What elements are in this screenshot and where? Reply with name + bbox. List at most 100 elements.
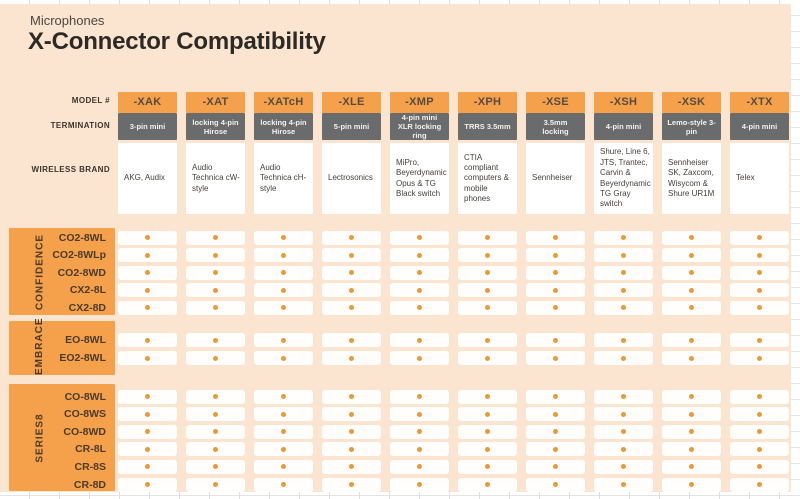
compat-cell-cr-8d-xse xyxy=(526,477,585,492)
compatibility-dot-icon xyxy=(553,252,558,258)
compat-cell-co2-8wd-xmp xyxy=(390,265,449,280)
compatibility-dot-icon xyxy=(689,270,694,275)
compatibility-dot-icon xyxy=(689,337,694,343)
compat-cell-co2-8wl-xsk xyxy=(662,230,721,245)
compatibility-dot-icon xyxy=(689,287,694,293)
compatibility-dot-icon xyxy=(417,429,422,435)
termination-cell-xtx: 4-pin mini xyxy=(730,113,789,140)
termination-cell-xph: TRRS 3.5mm xyxy=(458,113,517,140)
compatibility-dot-icon xyxy=(689,411,694,417)
compatibility-dot-icon xyxy=(553,337,558,343)
compat-cell-cr-8l-xsk xyxy=(662,442,721,457)
compat-cell-cx2-8l-xak xyxy=(118,283,177,297)
compatibility-dot-icon xyxy=(417,394,422,399)
compat-cell-cr-8d-xsh xyxy=(594,477,653,492)
compatibility-dot-icon xyxy=(281,235,286,240)
compatibility-dot-icon xyxy=(689,429,694,435)
compatibility-dot-icon xyxy=(621,411,626,417)
compat-cell-cx2-8d-xph xyxy=(458,300,517,315)
compat-cell-co2-8wlp-xph xyxy=(458,248,517,262)
compat-cell-cr-8s-xsh xyxy=(594,459,653,474)
compatibility-dot-icon xyxy=(417,446,422,452)
brand-cell-xatch: Audio Technica cH-style xyxy=(254,143,313,214)
compat-cell-cr-8s-xmp xyxy=(390,459,449,474)
compat-cell-co-8wd-xph xyxy=(458,424,517,439)
compatibility-dot-icon xyxy=(349,355,354,361)
compatibility-dot-icon xyxy=(145,305,150,310)
compat-cell-cx2-8l-xsk xyxy=(662,283,721,297)
compatibility-dot-icon xyxy=(485,394,490,399)
compatibility-dot-icon xyxy=(145,464,150,470)
termination-cell-xatch: locking 4-pin Hirose xyxy=(254,113,313,140)
compatibility-dot-icon xyxy=(281,429,286,435)
compat-cell-eo-8wl-xatch xyxy=(254,333,313,347)
brand-cell-xak: AKG, Audix xyxy=(118,143,177,214)
compat-cell-co-8ws-xle xyxy=(322,407,381,422)
compatibility-dot-icon xyxy=(281,446,286,452)
compatibility-dot-icon xyxy=(553,429,558,435)
compatibility-dot-icon xyxy=(689,464,694,470)
brand-cell-xat: Audio Technica cW-style xyxy=(186,143,245,214)
compat-cell-co2-8wd-xsk xyxy=(662,265,721,280)
compat-cell-co2-8wd-xak xyxy=(118,265,177,280)
compat-cell-eo2-8wl-xak xyxy=(118,351,177,365)
termination-cell-xmp: 4-pin mini XLR locking ring xyxy=(390,113,449,140)
compatibility-dot-icon xyxy=(553,482,558,487)
brand-row-label: WIRELESS BRAND xyxy=(31,165,110,174)
compat-cell-cr-8l-xmp xyxy=(390,442,449,457)
brand-cell-xle: Lectrosonics xyxy=(322,143,381,214)
row-label-co-8wl: CO-8WL xyxy=(64,390,106,403)
compat-cell-eo2-8wl-xmp xyxy=(390,351,449,365)
brand-cell-xph: CTIA compliant computers & mobile phones xyxy=(458,143,517,214)
compat-cell-co-8wd-xat xyxy=(186,424,245,439)
compatibility-dot-icon xyxy=(213,411,218,417)
compat-cell-cx2-8d-xse xyxy=(526,300,585,315)
compatibility-dot-icon xyxy=(349,482,354,487)
row-label-eo2-8wl: EO2-8WL xyxy=(59,352,106,364)
compat-cell-eo-8wl-xtx xyxy=(730,333,789,347)
compatibility-dot-icon xyxy=(553,411,558,417)
compatibility-dot-icon xyxy=(145,482,150,487)
compatibility-dot-icon xyxy=(621,446,626,452)
compat-cell-cx2-8l-xtx xyxy=(730,283,789,297)
compat-cell-co-8ws-xatch xyxy=(254,407,313,422)
compat-cell-cr-8s-xph xyxy=(458,459,517,474)
row-label-co2-8wlp: CO2-8WLp xyxy=(52,249,106,261)
compat-cell-co2-8wlp-xmp xyxy=(390,248,449,262)
compat-cell-cx2-8d-xak xyxy=(118,300,177,315)
compatibility-dot-icon xyxy=(553,355,558,361)
compat-cell-cr-8l-xak xyxy=(118,442,177,457)
compat-cell-co2-8wd-xle xyxy=(322,265,381,280)
compat-cell-co-8wl-xak xyxy=(118,389,177,404)
compatibility-dot-icon xyxy=(213,305,218,310)
row-label-cr-8s: CR-8S xyxy=(74,460,106,473)
compatibility-dot-icon xyxy=(145,411,150,417)
compat-cell-eo-8wl-xsh xyxy=(594,333,653,347)
compat-cell-co-8ws-xat xyxy=(186,407,245,422)
compat-cell-cr-8s-xse xyxy=(526,459,585,474)
compatibility-dot-icon xyxy=(689,235,694,240)
compatibility-dot-icon xyxy=(485,235,490,240)
compatibility-dot-icon xyxy=(621,429,626,435)
compatibility-dot-icon xyxy=(621,464,626,470)
compat-cell-eo2-8wl-xatch xyxy=(254,351,313,365)
compat-cell-co2-8wd-xph xyxy=(458,265,517,280)
compatibility-dot-icon xyxy=(553,394,558,399)
brand-cell-xtx: Telex xyxy=(730,143,789,214)
compat-cell-cr-8d-xph xyxy=(458,477,517,492)
termination-cell-xle: 5-pin mini xyxy=(322,113,381,140)
compat-cell-co2-8wd-xtx xyxy=(730,265,789,280)
compat-cell-co-8wl-xtx xyxy=(730,389,789,404)
compatibility-dot-icon xyxy=(213,252,218,258)
compat-cell-eo2-8wl-xse xyxy=(526,351,585,365)
compat-cell-co2-8wlp-xle xyxy=(322,248,381,262)
compat-cell-cr-8s-xatch xyxy=(254,459,313,474)
compatibility-dot-icon xyxy=(281,287,286,293)
compatibility-dot-icon xyxy=(757,446,762,452)
compatibility-dot-icon xyxy=(757,252,762,258)
compat-cell-co2-8wl-xmp xyxy=(390,230,449,245)
compat-cell-co-8wl-xle xyxy=(322,389,381,404)
compatibility-dot-icon xyxy=(213,446,218,452)
compatibility-dot-icon xyxy=(485,305,490,310)
